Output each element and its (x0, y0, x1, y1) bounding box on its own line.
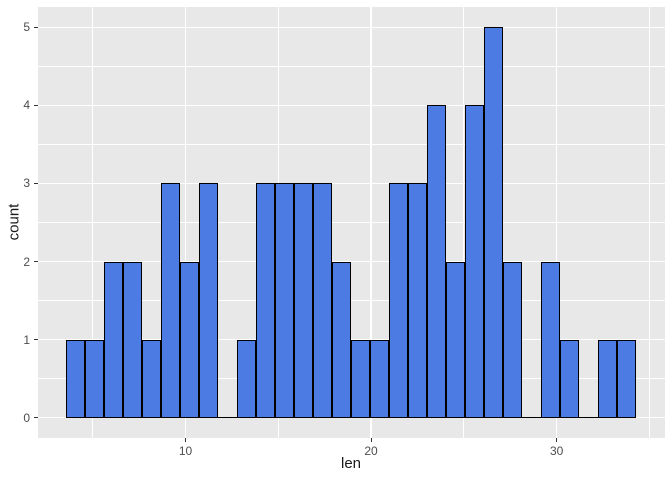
y-tick-label: 1 (23, 332, 30, 347)
y-tick-label: 4 (23, 98, 30, 113)
x-tick-label: 30 (549, 444, 564, 458)
gridline-major-horizontal (38, 416, 665, 419)
y-tick-label: 5 (23, 20, 30, 35)
histogram-bar (503, 261, 523, 418)
histogram-bar (161, 183, 181, 418)
histogram-bar (142, 339, 162, 418)
histogram-bar (237, 339, 257, 418)
histogram-bar (446, 261, 466, 418)
histogram-bar (275, 183, 295, 418)
gridline-major-vertical (555, 7, 558, 438)
gridline-major-horizontal (38, 26, 665, 29)
histogram-bar (123, 261, 143, 418)
gridline-minor-vertical (92, 7, 94, 438)
histogram-bar (465, 105, 485, 418)
y-tick-label: 2 (23, 254, 30, 269)
x-axis-title: len (340, 455, 362, 472)
y-tick-mark (34, 339, 38, 341)
y-tick-mark (34, 417, 38, 419)
x-tick-mark (556, 438, 558, 442)
y-tick-label: 3 (23, 176, 30, 191)
histogram-bar (541, 261, 561, 418)
histogram-bar (294, 183, 314, 418)
histogram-bar (598, 339, 618, 418)
histogram-bar (104, 261, 124, 418)
gridline-major-horizontal (38, 104, 665, 107)
y-axis-title: count (5, 203, 23, 241)
histogram-bar (389, 183, 409, 418)
gridline-minor-horizontal (38, 300, 665, 302)
histogram-bar (370, 339, 390, 418)
histogram-bar (484, 27, 504, 418)
gridline-minor-horizontal (38, 222, 665, 223)
y-tick-mark (34, 261, 38, 263)
gridline-minor-vertical (648, 7, 650, 438)
gridline-major-horizontal (38, 260, 665, 263)
gridline-major-horizontal (38, 182, 665, 185)
histogram-bar (313, 183, 333, 418)
histogram-bar (332, 261, 352, 418)
histogram-bar (408, 183, 428, 418)
x-tick-mark (370, 438, 372, 442)
zero-count-baseline (218, 416, 238, 418)
x-tick-label: 20 (364, 444, 378, 458)
x-tick-label: 10 (178, 444, 193, 458)
histogram-bar (617, 339, 637, 418)
x-tick-mark (185, 438, 187, 442)
y-tick-mark (34, 26, 38, 28)
histogram-bar (560, 339, 580, 418)
gridline-minor-horizontal (38, 65, 665, 67)
zero-count-baseline (579, 416, 599, 418)
gridline-minor-vertical (463, 7, 465, 438)
gridline-major-vertical (370, 7, 372, 438)
histogram-bar (66, 339, 86, 418)
histogram-bar (180, 261, 200, 418)
y-tick-mark (34, 104, 38, 106)
gridline-major-vertical (184, 7, 187, 438)
y-tick-label: 0 (23, 410, 30, 425)
histogram-bar (351, 339, 371, 418)
histogram-bar (199, 183, 219, 418)
zero-count-baseline (522, 416, 542, 418)
histogram-bar (427, 105, 447, 418)
histogram-bar (256, 183, 276, 418)
histogram-bar (85, 339, 105, 418)
plot-panel (38, 7, 665, 438)
gridline-minor-horizontal (38, 143, 665, 145)
y-tick-mark (34, 182, 38, 184)
